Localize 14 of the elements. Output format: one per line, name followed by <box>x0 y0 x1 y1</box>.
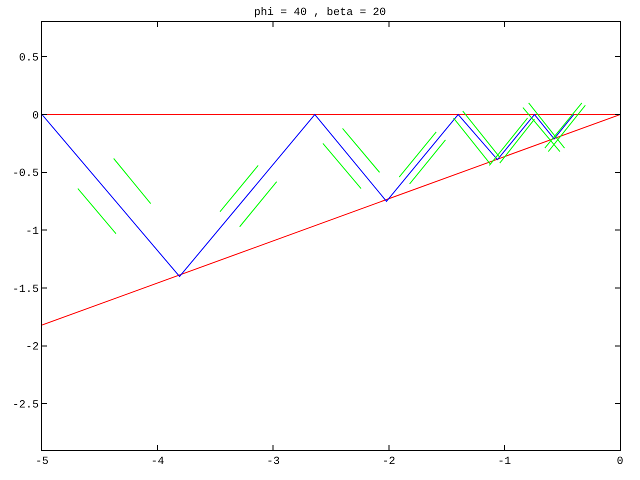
x-tick-label: -1 <box>498 456 512 468</box>
y-tick-label: 0 <box>32 110 39 122</box>
y-tick-label: -2 <box>26 342 39 354</box>
chart-title: phi = 40 , beta = 20 <box>254 6 386 19</box>
y-tick-label: -1.5 <box>12 284 39 296</box>
x-tick-label: -5 <box>35 456 49 468</box>
y-tick-label: 0.5 <box>18 52 39 65</box>
y-tick-label: -2.5 <box>12 400 39 412</box>
y-tick-label: -1 <box>26 226 40 238</box>
x-tick-label: -2 <box>382 456 396 468</box>
x-tick-label: -3 <box>266 456 280 468</box>
y-tick-label: -0.5 <box>12 168 39 180</box>
x-tick-label: -4 <box>151 456 165 468</box>
x-tick-label: 0 <box>616 456 624 468</box>
